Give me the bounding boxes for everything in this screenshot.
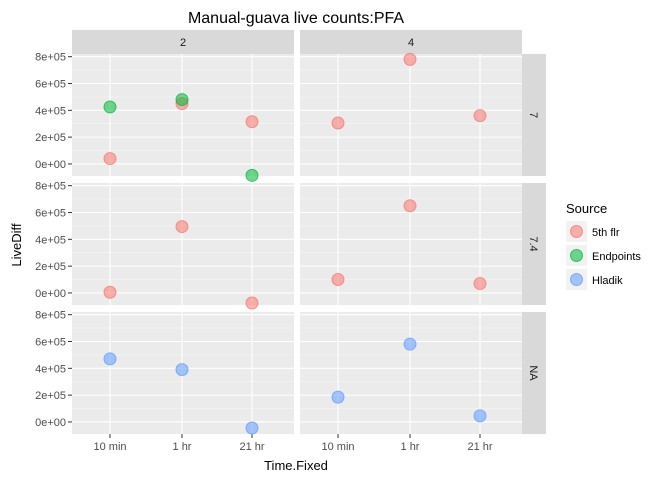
y-tick-label: 8e+05 (35, 181, 66, 193)
data-point (245, 421, 259, 435)
x-tick-label: 10 min (93, 441, 126, 453)
data-point (331, 116, 345, 130)
x-axis-label: Time.Fixed (264, 458, 328, 473)
row-strip-7.4 (522, 183, 546, 305)
row-strip-7 (522, 54, 546, 176)
data-point (403, 52, 417, 66)
data-point (245, 296, 259, 310)
legend-title: Source (566, 201, 607, 216)
y-tick-label: 6e+05 (35, 336, 66, 348)
data-point (175, 363, 189, 377)
data-point (403, 199, 417, 213)
panel-4-7 (300, 54, 522, 176)
col-strip-label: 2 (180, 37, 186, 49)
data-point (331, 390, 345, 404)
data-point (473, 109, 487, 123)
y-tick-label: 0e+00 (35, 288, 66, 300)
y-tick-label: 8e+05 (35, 52, 66, 64)
data-point (245, 115, 259, 129)
legend-entry-label: Endpoints (592, 251, 641, 263)
y-tick-label: 6e+05 (35, 207, 66, 219)
data-point (103, 352, 117, 366)
y-tick-label: 0e+00 (35, 159, 66, 171)
data-point (473, 277, 487, 291)
x-tick-label: 21 hr (467, 441, 492, 453)
data-point (175, 220, 189, 234)
data-point (103, 152, 117, 166)
facet-panels: 2 4 7 7.4 NA 0e+00 2e+05 4e+05 6e+05 8e+05 0e+00 2e… (35, 30, 546, 453)
data-point (103, 285, 117, 299)
col-strip-2 (72, 30, 294, 54)
col-strip-4 (300, 30, 522, 54)
data-point (403, 337, 417, 351)
legend-swatch (570, 273, 583, 286)
y-tick-label: 0e+00 (35, 417, 66, 429)
y-tick-label: 4e+05 (35, 234, 66, 246)
panel-2-7.4 (72, 183, 294, 305)
y-tick-label: 6e+05 (35, 78, 66, 90)
data-point (175, 93, 189, 107)
legend-swatch (570, 249, 583, 262)
y-tick-label: 4e+05 (35, 105, 66, 117)
y-axis-label: LiveDiff (9, 223, 24, 267)
legend: Source 5th flr Endpoints Hladik (566, 201, 641, 290)
data-point (103, 100, 117, 114)
panel-4-NA (300, 312, 522, 434)
x-tick-label: 21 hr (239, 441, 264, 453)
chart-title: Manual-guava live counts:PFA (188, 10, 404, 27)
legend-swatch (570, 225, 583, 238)
y-tick-label: 2e+05 (35, 390, 66, 402)
x-tick-label: 1 hr (401, 441, 420, 453)
data-point (473, 409, 487, 423)
row-strip-NA (522, 312, 546, 434)
data-point (245, 168, 259, 182)
y-tick-label: 4e+05 (35, 363, 66, 375)
legend-entry-label: Hladik (592, 275, 623, 287)
data-point (331, 273, 345, 287)
row-strip-label: 7.4 (527, 236, 539, 251)
legend-entry-label: 5th flr (592, 227, 620, 239)
row-strip-label: 7 (527, 112, 539, 118)
row-strip-label: NA (527, 365, 539, 381)
y-tick-label: 2e+05 (35, 261, 66, 273)
y-tick-label: 8e+05 (35, 310, 66, 322)
y-tick-label: 2e+05 (35, 132, 66, 144)
col-strip-label: 4 (408, 37, 414, 49)
x-tick-label: 1 hr (173, 441, 192, 453)
x-tick-label: 10 min (321, 441, 354, 453)
